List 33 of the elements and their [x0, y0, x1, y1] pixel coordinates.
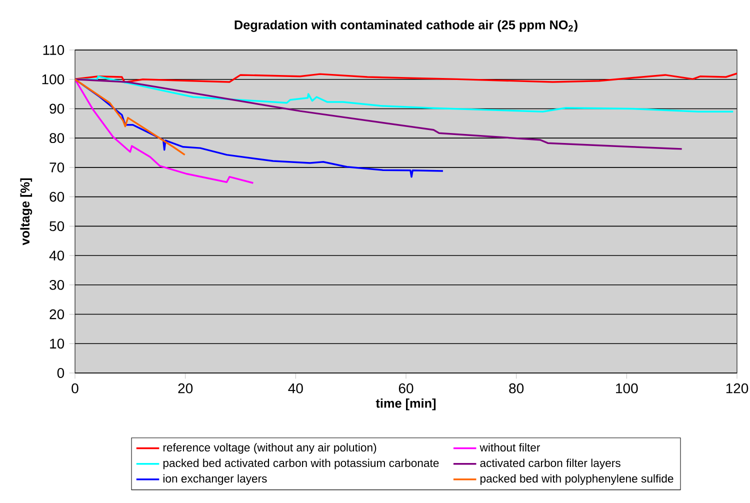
y-tick-label: 70 [50, 162, 64, 172]
legend-label: packed bed with polyphenylene sulfide [480, 474, 674, 485]
y-tick-label: 20 [50, 309, 64, 320]
y-tick-label: 50 [50, 221, 64, 232]
x-tick-label: 40 [288, 383, 303, 394]
x-tick-label: 80 [509, 383, 524, 394]
x-tick-label: 0 [72, 383, 78, 394]
line-series [75, 78, 683, 150]
chart-title: Degradation with contaminated cathode air (25 ppm NO$_{2}$) [234, 20, 578, 32]
y-tick-label: 60 [50, 192, 64, 202]
line-series [75, 72, 737, 84]
x-tick-label: 60 [398, 383, 414, 394]
y-tick-label: 10 [50, 338, 64, 349]
y-tick-label: 40 [49, 250, 64, 260]
legend-label: activated carbon filter layers [480, 458, 620, 470]
y-tick-label: 110 [43, 45, 64, 55]
line-series [75, 78, 254, 184]
legend-label: packed bed activated carbon with potassium carbonate [163, 458, 439, 470]
x-tick-label: 100 [616, 383, 638, 394]
legend-label: ion exchanger layers [163, 474, 267, 485]
legend-label: reference voltage (without any air polution) [163, 443, 376, 454]
legend-label: without filter [480, 443, 540, 452]
y-tick-label: 30 [50, 280, 64, 290]
x-tick-label: 120 [726, 383, 748, 394]
y-axis-title: voltage [%] [20, 178, 32, 246]
x-axis-title: time [min] [376, 398, 436, 410]
x-tick-label: 20 [178, 383, 193, 394]
y-tick-label: 90 [50, 104, 64, 114]
y-tick-label: 80 [50, 133, 64, 144]
y-tick-label: 0 [57, 368, 64, 378]
line-series [75, 78, 186, 156]
line-series [75, 78, 444, 178]
y-tick-label: 100 [42, 74, 64, 84]
